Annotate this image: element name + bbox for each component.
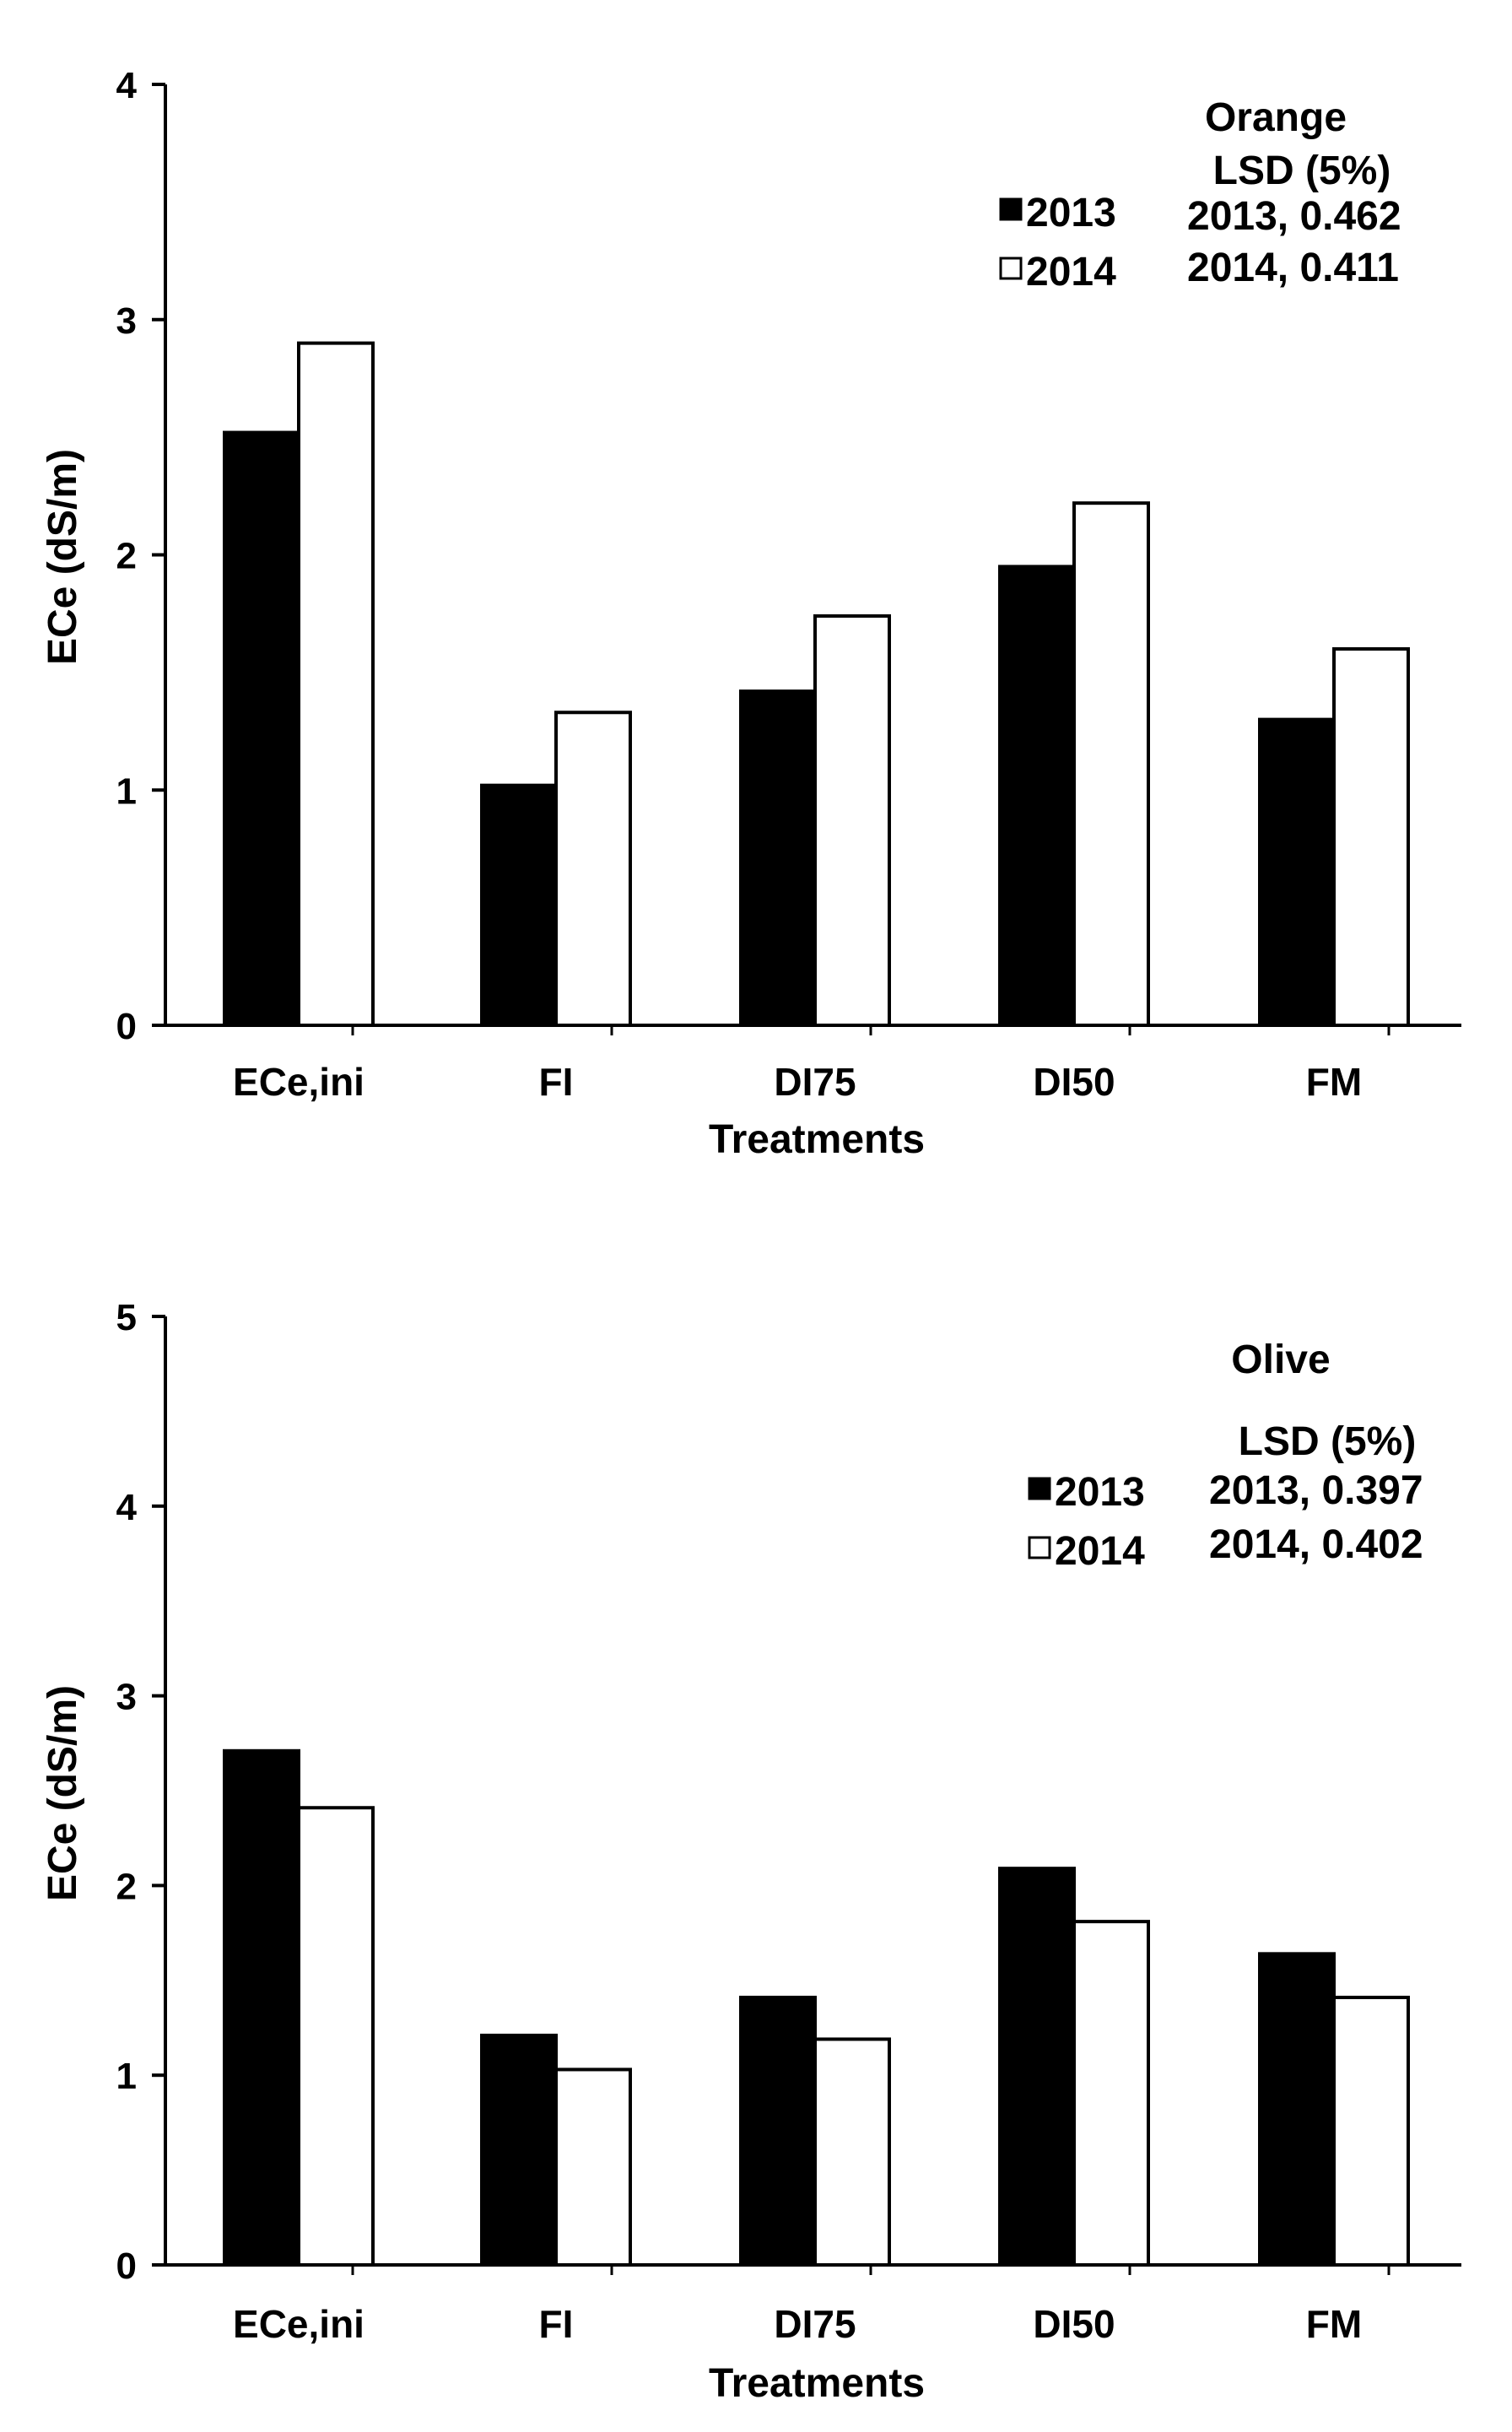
orange-bar-2013-fm: [1258, 717, 1336, 1027]
olive-lsd-2014: 2014, 0.402: [1209, 1522, 1423, 1567]
olive-y-tick-label-0: 0: [116, 2246, 137, 2287]
orange-lsd-2014: 2014, 0.411: [1187, 246, 1399, 290]
olive-lsd-2013: 2013, 0.397: [1209, 1468, 1423, 1513]
orange-legend-swatch-2013: [999, 197, 1023, 221]
orange-bar-2013-fi: [480, 783, 558, 1027]
orange-legend-label-2014: 2014: [1026, 250, 1116, 295]
olive-x-tick-label-fi: FI: [539, 2302, 574, 2346]
olive-y-tick-label-5: 5: [116, 1297, 137, 1338]
olive-bar-2013-di50: [998, 1867, 1076, 2267]
orange-bar-2014-ece-ini: [297, 341, 375, 1027]
olive-legend-swatch-2014: [1028, 1536, 1051, 1559]
olive-chart: ECe (dS/m) Treatments Olive LSD (5%) 201…: [40, 1297, 1461, 2406]
olive-y-tick-label-3: 3: [116, 1677, 137, 1718]
orange-y-tick-label-0: 0: [116, 1006, 137, 1047]
orange-y-tick-label-1: 1: [116, 770, 137, 812]
olive-legend-label-2013: 2013: [1055, 1470, 1145, 1515]
orange-plot-area: 0 1 2 3 4 ECe,ini FI DI75 DI50 FM: [116, 65, 1461, 1104]
orange-legend-swatch-2014: [999, 257, 1023, 280]
olive-bar-2014-fi: [554, 2067, 632, 2267]
orange-bar-2013-di50: [998, 565, 1076, 1027]
orange-x-tick-label-di75: DI75: [774, 1060, 856, 1104]
olive-x-axis-title: Treatments: [709, 2361, 925, 2406]
olive-bar-2014-ece-ini: [297, 1806, 375, 2267]
orange-lsd-header: LSD (5%): [1213, 149, 1391, 193]
orange-legend-label-2013: 2013: [1026, 191, 1116, 235]
olive-y-axis-title: ECe (dS/m): [40, 1685, 85, 1901]
olive-bar-2013-ece-ini: [223, 1748, 300, 2267]
orange-bar-2013-di75: [739, 689, 817, 1027]
olive-plot-area: 0 1 2 3 4 5 ECe,ini FI DI75 DI50 FM: [116, 1297, 1461, 2346]
olive-bar-2014-fm: [1332, 1996, 1410, 2267]
orange-lsd-2013: 2013, 0.462: [1187, 194, 1401, 239]
olive-bar-2013-fm: [1258, 1952, 1336, 2267]
olive-y-tick-label-2: 2: [116, 1866, 137, 1907]
olive-panel-title: Olive: [1231, 1338, 1330, 1382]
olive-bar-2013-di75: [739, 1996, 817, 2267]
orange-x-axis-title: Treatments: [709, 1117, 925, 1162]
olive-bar-2014-di50: [1072, 1920, 1150, 2267]
olive-y-tick-label-4: 4: [116, 1487, 138, 1528]
orange-bar-2014-di75: [813, 613, 891, 1027]
olive-lsd-header: LSD (5%): [1239, 1419, 1417, 1464]
orange-bar-2014-di50: [1072, 501, 1150, 1027]
olive-bar-2013-fi: [480, 2033, 558, 2267]
olive-legend-swatch-2013: [1028, 1477, 1051, 1500]
orange-panel-title: Orange: [1205, 95, 1347, 140]
olive-x-tick-label-di75: DI75: [774, 2302, 856, 2346]
orange-y-tick-label-2: 2: [116, 536, 137, 577]
olive-x-tick-label-di50: DI50: [1033, 2302, 1115, 2346]
orange-x-tick-label-fi: FI: [539, 1060, 574, 1104]
orange-x-tick-label-di50: DI50: [1033, 1060, 1115, 1104]
olive-x-tick-label-fm: FM: [1306, 2302, 1362, 2346]
orange-bar-2014-fm: [1332, 647, 1410, 1027]
orange-bar-2013-ece-ini: [223, 430, 300, 1027]
orange-y-tick-label-4: 4: [116, 65, 138, 106]
orange-y-tick-label-3: 3: [116, 300, 137, 342]
orange-x-tick-label-ece-ini: ECe,ini: [233, 1060, 364, 1104]
orange-bar-2014-fi: [554, 711, 632, 1027]
orange-x-tick-label-fm: FM: [1306, 1060, 1362, 1104]
olive-bar-2014-di75: [813, 2037, 891, 2267]
orange-y-axis-title: ECe (dS/m): [40, 449, 85, 665]
orange-chart: ECe (dS/m) Treatments Orange LSD (5%) 20…: [40, 65, 1461, 1162]
olive-y-tick-label-1: 1: [116, 2056, 137, 2097]
olive-legend-label-2014: 2014: [1055, 1529, 1145, 1574]
olive-x-tick-label-ece-ini: ECe,ini: [233, 2302, 364, 2346]
